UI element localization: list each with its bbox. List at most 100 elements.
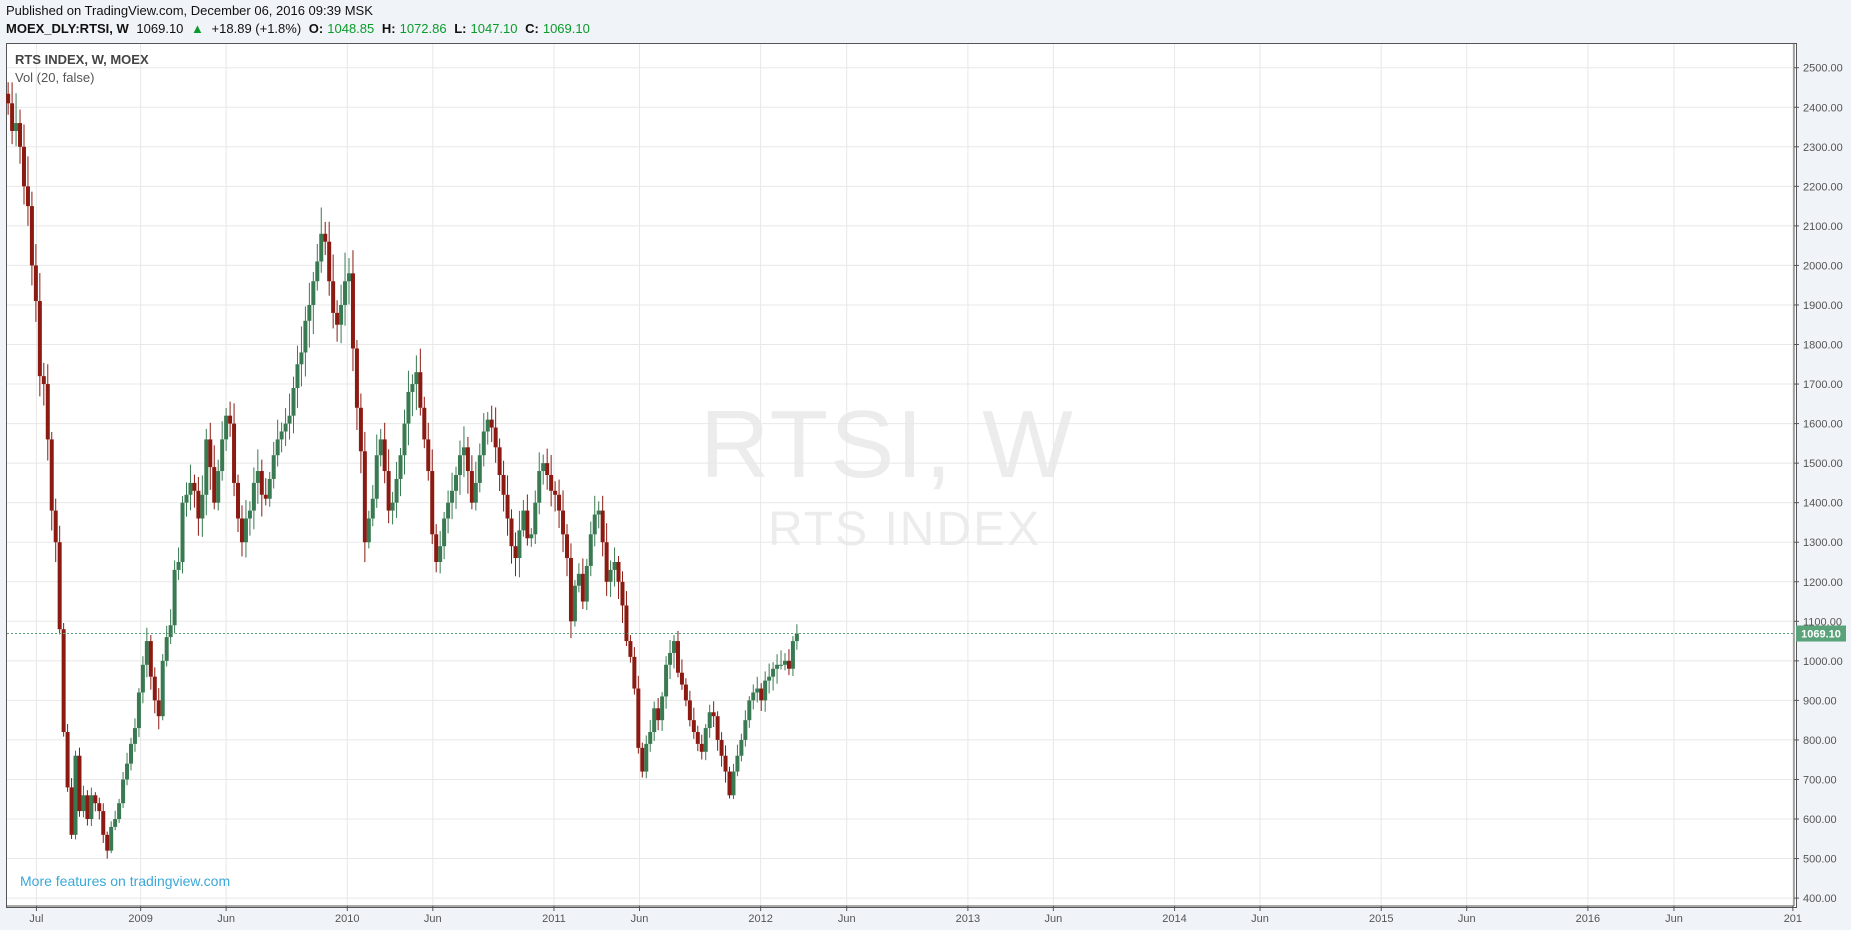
candle-body <box>501 475 506 495</box>
candle-body <box>164 637 169 661</box>
candle-body <box>620 581 625 606</box>
candle-body <box>188 482 193 495</box>
y-tick-label: 500.00 <box>1803 854 1837 866</box>
x-tick-label: 2010 <box>335 913 359 925</box>
candle-body <box>640 747 645 772</box>
candle-body <box>576 573 581 586</box>
candle-body <box>192 482 197 491</box>
candle-body <box>303 320 308 353</box>
candle-body <box>652 708 657 733</box>
y-tick-label: 2500.00 <box>1803 63 1843 75</box>
open-value: 1048.85 <box>327 21 375 36</box>
x-tick-label: 2011 <box>542 913 566 925</box>
candle-body <box>263 494 268 499</box>
candle-body <box>628 641 633 657</box>
candle-body <box>136 692 141 729</box>
candle-body <box>267 478 272 499</box>
candle-body <box>69 787 74 835</box>
candle-body <box>101 811 106 835</box>
candle-body <box>561 510 566 535</box>
candle-body <box>703 728 708 752</box>
x-tick-label: Jun <box>1458 913 1476 925</box>
candle-body <box>767 676 772 681</box>
candle-body <box>418 372 423 408</box>
candle-body <box>672 641 677 653</box>
candle-body <box>386 471 391 511</box>
candle-body <box>564 534 569 559</box>
candle-body <box>786 660 791 669</box>
low-value: 1047.10 <box>470 21 518 36</box>
candle-body <box>636 688 641 748</box>
candle-body <box>382 439 387 472</box>
y-tick-label: 400.00 <box>1803 893 1837 905</box>
y-tick-label: 1400.00 <box>1803 498 1843 510</box>
close-value: 1069.10 <box>542 21 590 36</box>
candle-body <box>144 641 149 665</box>
chart-pane[interactable] <box>6 43 1797 908</box>
candle-body <box>354 348 359 408</box>
candle-body <box>410 384 415 392</box>
candle-body <box>319 233 324 262</box>
candle-body <box>239 518 244 543</box>
candle-body <box>29 206 34 266</box>
candle-body <box>394 478 399 503</box>
candle-body <box>228 415 233 424</box>
candle-body <box>6 93 11 104</box>
candle-body <box>505 494 510 519</box>
candle-body <box>398 455 403 479</box>
y-tick-label: 2000.00 <box>1803 260 1843 272</box>
candle-body <box>327 241 332 282</box>
candle-body <box>513 546 518 559</box>
candle-body <box>184 494 189 503</box>
candle-body <box>14 123 19 131</box>
candle-body <box>140 664 145 693</box>
y-tick-label: 1600.00 <box>1803 419 1843 431</box>
candle-body <box>537 471 542 503</box>
promo-link[interactable]: More features on tradingview.com <box>20 873 231 889</box>
candle-body <box>660 696 665 721</box>
candle-body <box>668 652 673 665</box>
candle-body <box>719 739 724 756</box>
candle-body <box>61 629 66 733</box>
candle-body <box>200 494 205 519</box>
candle-body <box>45 384 50 440</box>
candle-body <box>477 455 482 483</box>
candle-body <box>89 795 94 820</box>
candle-body <box>596 510 601 515</box>
candle-body <box>196 490 201 519</box>
candle-body <box>461 447 466 456</box>
candle-body <box>430 471 435 535</box>
candle-body <box>65 732 70 788</box>
candle-body <box>497 447 502 475</box>
candle-body <box>533 502 538 535</box>
candle-body <box>125 763 130 780</box>
candle-body <box>747 700 752 721</box>
candle-body <box>779 664 784 666</box>
open-label: O: <box>308 21 324 36</box>
candle-body <box>57 542 62 630</box>
y-tick-label: 1200.00 <box>1803 577 1843 589</box>
candle-body <box>707 712 712 729</box>
candle-body <box>93 795 98 804</box>
candle-body <box>81 795 86 812</box>
candle-body <box>557 494 562 511</box>
candle-body <box>434 534 439 562</box>
candle-body <box>616 561 621 582</box>
candle-body <box>18 123 23 147</box>
low-label: L: <box>454 21 467 36</box>
candle-body <box>10 103 15 131</box>
candle-body <box>675 641 680 673</box>
candle-body <box>97 803 102 812</box>
y-tick-label: 1700.00 <box>1803 379 1843 391</box>
published-caption: Published on TradingView.com, December 0… <box>6 3 373 18</box>
x-tick-label: Jun <box>1251 913 1269 925</box>
candle-body <box>251 482 256 511</box>
candle-body <box>683 684 688 701</box>
candle-body <box>346 273 351 282</box>
candle-body <box>307 304 312 321</box>
y-tick-label: 800.00 <box>1803 735 1837 747</box>
candle-body <box>711 712 716 717</box>
candle-body <box>592 514 597 535</box>
x-tick-label: 2013 <box>956 913 980 925</box>
